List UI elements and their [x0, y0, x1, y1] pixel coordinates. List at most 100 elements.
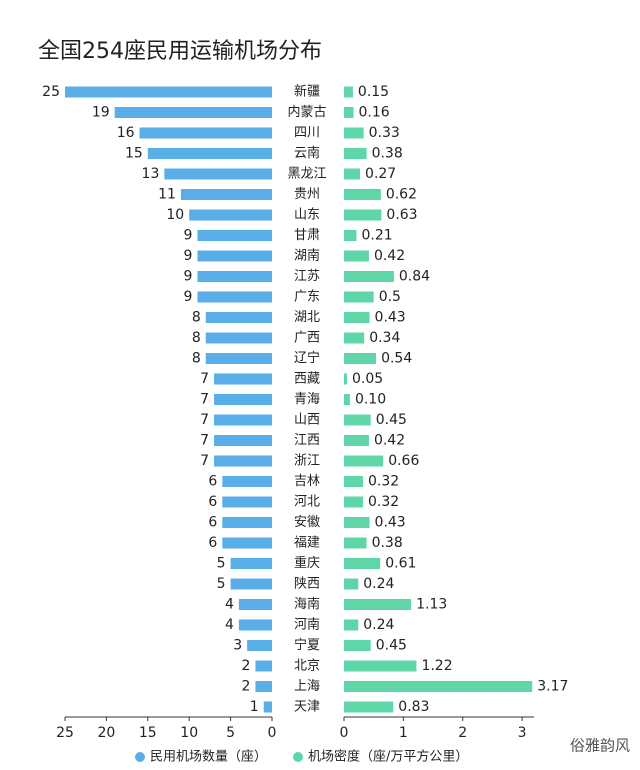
data-label: 0.21: [361, 228, 392, 244]
bar: [238, 619, 272, 631]
bar: [344, 332, 365, 344]
data-label: 0.42: [374, 433, 405, 449]
bar: [344, 189, 381, 200]
category-label: 浙江: [294, 454, 320, 469]
data-label: 9: [184, 289, 193, 305]
bar: [344, 250, 369, 262]
legend-label: 机场密度（座/万平方公里）: [308, 749, 468, 765]
bar: [344, 230, 357, 241]
bar: [344, 168, 361, 180]
bar: [222, 476, 272, 487]
x-tick-label: 25: [56, 725, 74, 741]
data-label: 25: [42, 84, 60, 100]
bar: [344, 394, 350, 405]
data-label: 15: [125, 146, 143, 162]
data-label: 7: [200, 392, 209, 408]
bar: [344, 353, 377, 364]
data-label: 8: [192, 330, 201, 346]
data-label: 0.05: [352, 371, 383, 387]
data-label: 0.15: [358, 84, 389, 100]
bar: [214, 414, 272, 426]
bar: [344, 209, 382, 221]
bar: [230, 578, 272, 590]
bar: [205, 332, 272, 344]
data-label: 8: [192, 351, 201, 367]
x-tick-label: 20: [97, 725, 115, 741]
category-label: 广西: [294, 331, 320, 346]
bar: [147, 148, 272, 159]
data-label: 13: [142, 166, 160, 182]
bar: [344, 312, 370, 323]
x-tick-label: 5: [226, 725, 235, 741]
data-label: 7: [200, 453, 209, 469]
category-label: 安徽: [294, 515, 320, 530]
bar: [197, 230, 272, 241]
data-label: 0.16: [359, 105, 390, 121]
legend-marker: [293, 752, 303, 762]
bar: [263, 701, 272, 713]
data-label: 19: [92, 105, 110, 121]
data-label: 0.66: [388, 453, 419, 469]
data-label: 0.62: [386, 187, 417, 203]
bar: [344, 681, 533, 692]
bar: [180, 189, 272, 200]
category-label: 重庆: [294, 555, 320, 571]
data-label: 0.24: [363, 576, 394, 592]
bar: [344, 86, 353, 98]
bar: [344, 414, 371, 426]
bar: [344, 496, 363, 508]
data-label: 1.13: [416, 597, 447, 613]
bar: [139, 127, 272, 139]
bar: [344, 558, 381, 569]
chart-title: 全国254座民用运输机场分布: [38, 39, 322, 64]
bar: [214, 435, 272, 446]
bar: [344, 148, 367, 159]
data-label: 3.17: [537, 679, 568, 695]
category-label: 云南: [294, 145, 320, 161]
data-label: 9: [184, 228, 193, 244]
bar: [344, 373, 347, 385]
bar: [344, 127, 364, 139]
data-label: 0.5: [379, 289, 401, 305]
data-label: 0.32: [368, 474, 399, 490]
category-label: 山东: [294, 208, 320, 223]
data-label: 5: [217, 556, 226, 572]
category-label: 河南: [294, 617, 320, 633]
category-label: 江苏: [294, 268, 320, 284]
bar: [255, 660, 272, 672]
category-label: 广东: [294, 290, 320, 305]
legend-label: 民用机场数量（座）: [150, 750, 267, 765]
category-label: 吉林: [294, 474, 320, 489]
bar: [238, 599, 272, 610]
data-label: 0.45: [376, 412, 407, 428]
data-label: 2: [242, 658, 251, 674]
category-label: 陕西: [294, 577, 320, 592]
bar: [344, 619, 359, 631]
bar: [344, 271, 394, 282]
data-label: 0.54: [381, 351, 412, 367]
data-label: 16: [117, 125, 135, 141]
data-label: 7: [200, 412, 209, 428]
category-label: 湖北: [294, 310, 320, 325]
x-tick-label: 2: [458, 725, 467, 741]
category-label: 天津: [294, 700, 320, 715]
data-label: 0.38: [372, 535, 403, 551]
bar: [222, 496, 272, 508]
category-label: 江西: [294, 433, 320, 448]
bar: [197, 291, 272, 303]
category-label: 山西: [294, 413, 320, 428]
category-label: 内蒙古: [287, 104, 326, 120]
bar: [344, 455, 384, 467]
bar: [197, 271, 272, 282]
data-label: 0.84: [399, 269, 430, 285]
category-label: 北京: [294, 659, 320, 674]
data-label: 4: [225, 617, 234, 633]
x-tick-label: 1: [399, 725, 408, 741]
category-label: 辽宁: [294, 350, 320, 366]
bar: [65, 86, 272, 98]
category-label: 贵州: [294, 187, 320, 202]
data-label: 0.32: [368, 494, 399, 510]
data-label: 5: [217, 576, 226, 592]
data-label: 9: [184, 248, 193, 264]
